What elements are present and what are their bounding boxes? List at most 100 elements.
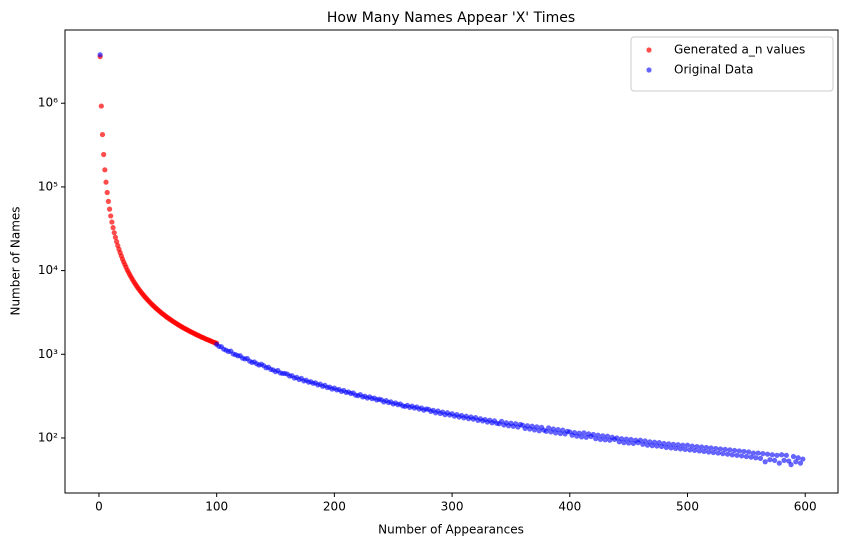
point	[691, 447, 698, 454]
legend-label: Generated a_n values	[674, 43, 805, 57]
y-tick-label: 10⁶	[38, 96, 58, 110]
point	[651, 439, 658, 445]
point	[701, 448, 707, 455]
point	[729, 452, 735, 458]
x-tick-label: 200	[323, 500, 346, 514]
point	[628, 436, 634, 443]
point	[720, 451, 726, 457]
point	[710, 449, 717, 456]
point	[105, 198, 111, 204]
y-tick-label: 10⁴	[38, 263, 58, 277]
point	[703, 444, 709, 451]
point	[623, 436, 629, 442]
point	[724, 451, 731, 457]
point	[604, 433, 611, 439]
x-tick-label: 400	[558, 500, 581, 514]
x-tick-label: 300	[441, 500, 464, 514]
point	[743, 453, 749, 460]
point	[590, 431, 596, 438]
point	[776, 460, 782, 466]
point	[739, 453, 745, 459]
point	[111, 230, 117, 236]
point	[97, 52, 103, 58]
point	[104, 189, 110, 196]
point	[670, 441, 676, 447]
point	[788, 462, 794, 468]
point	[106, 206, 113, 212]
point	[109, 219, 115, 225]
point	[727, 447, 733, 453]
point	[581, 430, 587, 436]
x-tick-label: 100	[205, 500, 228, 514]
point	[642, 438, 648, 444]
point	[595, 432, 601, 438]
point	[687, 447, 693, 453]
point	[764, 451, 771, 457]
point	[706, 449, 712, 455]
point	[666, 441, 672, 447]
point	[797, 460, 804, 466]
point	[708, 445, 714, 451]
legend-box	[630, 36, 834, 92]
point	[555, 426, 561, 433]
plot-area	[97, 52, 806, 468]
point	[689, 443, 695, 449]
point	[534, 424, 540, 430]
point	[647, 439, 653, 445]
point	[757, 455, 764, 462]
point	[781, 457, 787, 463]
point	[753, 455, 759, 461]
point	[734, 452, 740, 458]
point	[699, 444, 705, 450]
point	[618, 436, 625, 442]
point	[112, 234, 119, 240]
point	[108, 213, 114, 219]
point	[600, 433, 606, 439]
point	[731, 447, 738, 454]
point	[99, 131, 106, 138]
point	[755, 450, 761, 456]
point	[684, 442, 691, 448]
point	[101, 151, 107, 158]
point	[677, 446, 684, 452]
plot-frame	[64, 29, 839, 494]
point	[736, 448, 742, 454]
point	[637, 437, 644, 443]
x-tick-label: 0	[95, 500, 103, 514]
point	[790, 453, 797, 460]
y-tick-label: 10³	[38, 347, 58, 361]
point	[656, 440, 662, 446]
point	[550, 426, 556, 432]
point	[750, 450, 757, 456]
point	[576, 430, 582, 436]
point	[675, 442, 681, 448]
point	[722, 446, 728, 453]
point	[779, 452, 785, 458]
point	[680, 442, 686, 448]
point	[661, 440, 667, 447]
point	[795, 455, 801, 461]
point	[114, 239, 120, 245]
point	[715, 450, 721, 456]
point	[762, 459, 768, 465]
point	[694, 443, 700, 450]
point	[578, 434, 585, 440]
point	[800, 456, 806, 462]
point	[783, 452, 789, 458]
x-axis-label: Number of Appearances	[378, 523, 524, 537]
point	[717, 446, 724, 452]
point	[760, 451, 766, 457]
legend-label: Original Data	[674, 63, 753, 77]
point	[546, 425, 552, 431]
x-tick-label: 500	[676, 500, 699, 514]
legend-marker	[646, 47, 652, 53]
point	[560, 427, 566, 433]
point	[110, 225, 116, 231]
point	[748, 454, 754, 460]
point	[102, 167, 108, 173]
point	[713, 445, 719, 452]
point	[741, 448, 747, 455]
point	[774, 452, 780, 458]
y-tick-label: 10²	[38, 430, 58, 444]
